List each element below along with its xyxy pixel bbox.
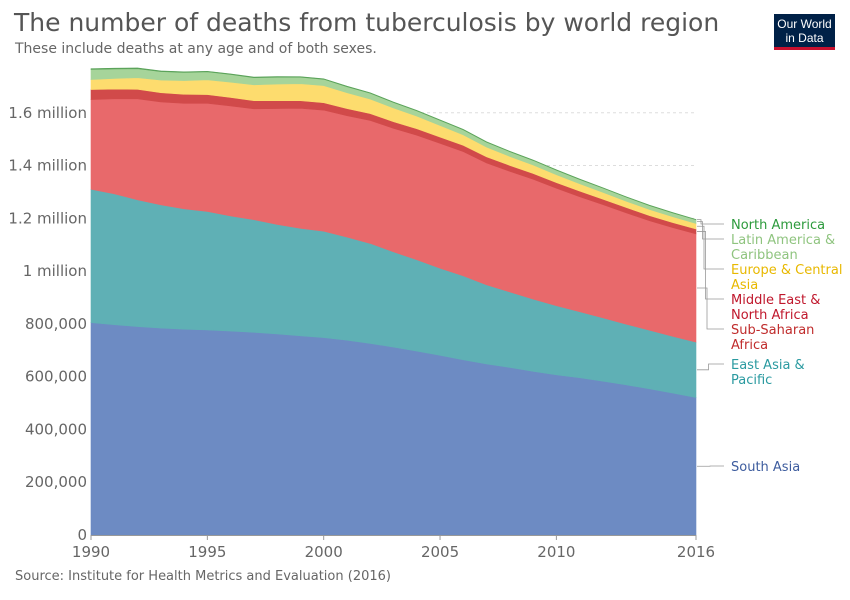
logo-line-2: in Data (785, 31, 824, 45)
series-label-east-asia-and-pacific: East Asia & Pacific (731, 358, 805, 388)
series-label-sub-saharan-africa: Sub-Saharan Africa (731, 323, 814, 353)
y-tick-label: 0 (77, 526, 87, 544)
stacked-areas (90, 67, 697, 536)
series-label-latin-america-and-caribbean: Latin America & Caribbean (731, 233, 835, 263)
page-subtitle: These include deaths at any age and of b… (15, 41, 377, 57)
x-tick-label: 2010 (537, 543, 575, 561)
y-tick-label: 400,000 (25, 420, 87, 438)
series-label-line: North Africa (731, 308, 809, 323)
series-label-line: Latin America & (731, 233, 835, 248)
y-tick-label: 600,000 (25, 368, 87, 386)
series-label-line: Europe & Central (731, 263, 842, 278)
label-connector (697, 287, 724, 330)
label-connector (697, 221, 724, 240)
series-label-line: Pacific (731, 373, 772, 388)
y-tick-label: 1 million (23, 262, 87, 280)
area-north-america[interactable] (90, 67, 697, 221)
owid-logo[interactable]: Our World in Data (774, 14, 835, 50)
series-label-middle-east-and-north-africa: Middle East & North Africa (731, 293, 820, 323)
y-tick-label: 1.2 million (8, 209, 87, 227)
page-title: The number of deaths from tuberculosis b… (14, 8, 720, 37)
series-label-line: Middle East & (731, 293, 820, 308)
label-connector (697, 225, 724, 270)
series-label-line: South Asia (731, 460, 800, 475)
label-connector (697, 363, 724, 371)
series-label-line: Caribbean (731, 248, 798, 263)
series-label-line: Asia (731, 278, 758, 293)
logo-line-1: Our World (777, 17, 832, 31)
series-label-south-asia: South Asia (731, 460, 800, 475)
y-tick-label: 1.4 million (8, 157, 87, 175)
y-tick-label: 200,000 (25, 473, 87, 491)
x-tick-label: 2016 (677, 543, 715, 561)
source-note: Source: Institute for Health Metrics and… (15, 569, 391, 584)
x-tick-label: 2000 (305, 543, 343, 561)
series-label-line: Sub-Saharan (731, 323, 814, 338)
series-label-europe-and-central-asia: Europe & Central Asia (731, 263, 842, 293)
series-label-north-america: North America (731, 218, 825, 233)
axes: 0 200,000 400,000 600,000 800,000 1 million 1.… (8, 104, 715, 561)
y-tick-label: 1.6 million (8, 104, 87, 122)
series-label-line: Africa (731, 338, 768, 353)
label-connector (697, 231, 724, 300)
series-label-line: North America (731, 218, 825, 233)
y-tick-label: 800,000 (25, 315, 87, 333)
x-tick-label: 2005 (421, 543, 459, 561)
x-tick-label: 1995 (188, 543, 226, 561)
series-label-line: East Asia & (731, 358, 805, 373)
x-tick-label: 1990 (72, 543, 110, 561)
